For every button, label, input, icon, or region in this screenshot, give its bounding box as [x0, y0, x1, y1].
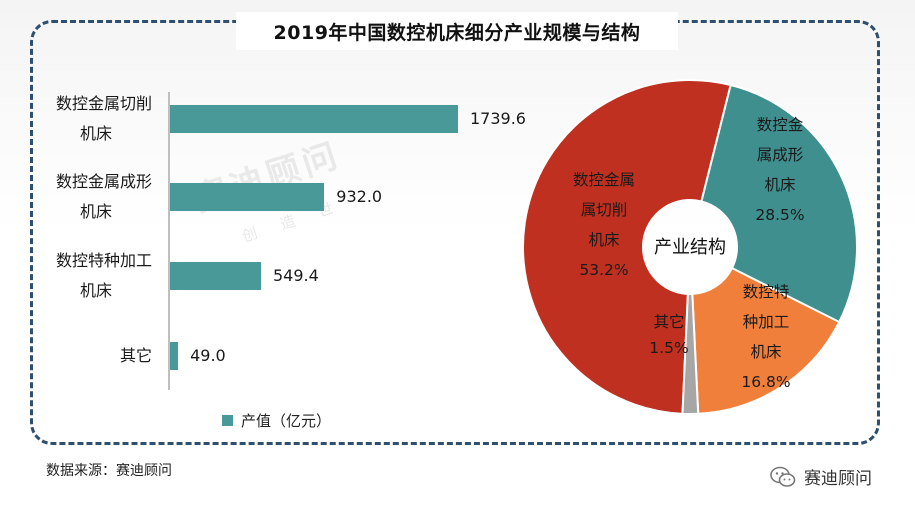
bar-value-label: 49.0: [190, 346, 226, 365]
pie-slice: [700, 83, 858, 324]
legend-swatch: [222, 415, 233, 426]
data-source: 数据来源：赛迪顾问: [46, 463, 172, 479]
pie-slice-label: 数控特种加工机床 16.8%: [741, 283, 790, 391]
bar-legend: 产值（亿元）: [222, 410, 331, 431]
bar-category-label-line: 数控金属切削: [55, 94, 152, 113]
bar-category-label-line: 数控特种加工: [55, 251, 152, 270]
bar-category-label: 数控特种加工机床: [22, 246, 152, 306]
brand: 赛迪顾问: [770, 464, 872, 489]
bar: [170, 342, 179, 370]
bar-category-label-line: 机床: [80, 202, 113, 221]
bar-category-label-line: 数控金属成形: [55, 172, 152, 191]
bar-category-label: 数控金属成形机床: [22, 167, 152, 227]
title-box: 2019年中国数控机床细分产业规模与结构: [236, 12, 678, 50]
pie-slice: [691, 266, 841, 415]
pie-slice-label: 数控金属属切削机床 53.2%: [573, 171, 635, 279]
bar: [170, 262, 261, 290]
bar-category-label-line: 其它: [119, 346, 152, 365]
wechat-icon: [770, 466, 796, 487]
bar-category-label-line: 机床: [80, 124, 113, 143]
bar: [170, 183, 325, 211]
bar-value-label: 1739.6: [470, 109, 526, 128]
pie-slice-label: 数控金属成形机床 28.5%: [755, 116, 804, 224]
bar: [170, 105, 458, 133]
bar-category-label: 其它: [22, 341, 152, 371]
chart-title: 2019年中国数控机床细分产业规模与结构: [273, 21, 641, 44]
bar-value-label: 932.0: [336, 187, 383, 206]
pie-center-label: 产业结构: [654, 237, 726, 258]
pie-slice-label: 其它 1.5%: [649, 313, 688, 357]
legend-text: 产值（亿元）: [241, 412, 332, 430]
brand-text: 赛迪顾问: [804, 469, 872, 489]
pie-slice: [681, 292, 700, 415]
bar-category-label-line: 机床: [80, 281, 113, 300]
bar-axis-line: [168, 92, 170, 390]
pie-slice: [522, 79, 732, 415]
bar-category-label: 数控金属切削机床: [22, 89, 152, 149]
bar-value-label: 549.4: [272, 266, 319, 285]
